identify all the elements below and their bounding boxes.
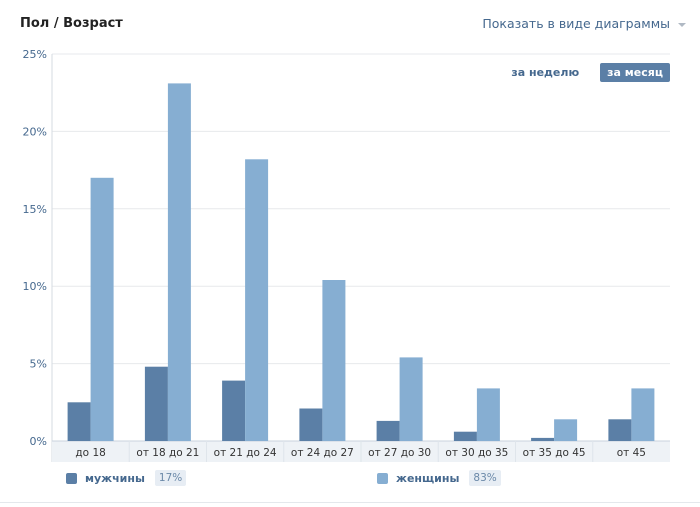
bar-men: [144, 366, 168, 441]
legend-percent-men: 17%: [154, 470, 187, 486]
bar-women: [245, 159, 269, 442]
page-title: Пол / Возраст: [20, 16, 123, 31]
bar-women: [631, 388, 655, 441]
bar-men: [453, 431, 477, 441]
bar-men: [608, 419, 632, 441]
bar-women: [554, 419, 578, 441]
chevron-down-icon: [678, 22, 686, 27]
bar-men: [222, 380, 246, 441]
x-tick-label: от 24 до 27: [291, 447, 354, 459]
bar-women: [167, 83, 191, 442]
legend-label-men: мужчины: [85, 471, 145, 485]
legend-percent-women: 83%: [469, 470, 501, 486]
view-mode-dropdown[interactable]: Показать в виде диаграммы: [482, 16, 686, 31]
age-gender-bar-chart: 0% 5% 10% 15% 20% 25% до 18 от 18 до 21 от 21 до…: [23, 48, 670, 462]
bar-women: [399, 357, 423, 441]
x-tick-label: от 30 до 35: [445, 447, 508, 459]
bar-men: [67, 402, 91, 441]
x-tick-label: от 18 до 21: [136, 447, 199, 459]
view-mode-label: Показать в виде диаграммы: [482, 16, 670, 31]
period-month-button[interactable]: за месяц: [600, 63, 670, 82]
bar-men: [531, 437, 555, 441]
y-tick-label: 0%: [30, 435, 47, 448]
x-tick-label: от 45: [617, 447, 646, 459]
bar-men: [376, 420, 400, 441]
bar-women: [476, 388, 500, 441]
y-tick-label: 10%: [23, 280, 47, 293]
x-tick-label: от 35 до 45: [523, 447, 586, 459]
x-tick-label: от 27 до 30: [368, 447, 431, 459]
y-tick-label: 20%: [23, 125, 47, 138]
x-tick-label: от 21 до 24: [214, 447, 277, 459]
legend-swatch-men: [66, 472, 77, 484]
y-tick-label: 25%: [23, 48, 47, 61]
x-tick-label: до 18: [75, 447, 105, 459]
period-week-button[interactable]: за неделю: [511, 66, 580, 79]
bar-women: [322, 280, 346, 441]
legend-label-women: женщины: [396, 471, 460, 485]
bar-women: [90, 177, 114, 442]
legend-item-men[interactable]: мужчины 17%: [66, 470, 187, 486]
plot-area: [52, 54, 670, 441]
y-tick-label: 15%: [23, 203, 47, 216]
bottom-divider: [0, 502, 700, 503]
period-switch: за неделю за месяц: [504, 63, 670, 82]
y-tick-label: 5%: [30, 358, 47, 371]
bar-men: [299, 408, 323, 441]
legend-item-women[interactable]: женщины 83%: [377, 470, 501, 486]
legend-swatch-women: [377, 472, 388, 484]
